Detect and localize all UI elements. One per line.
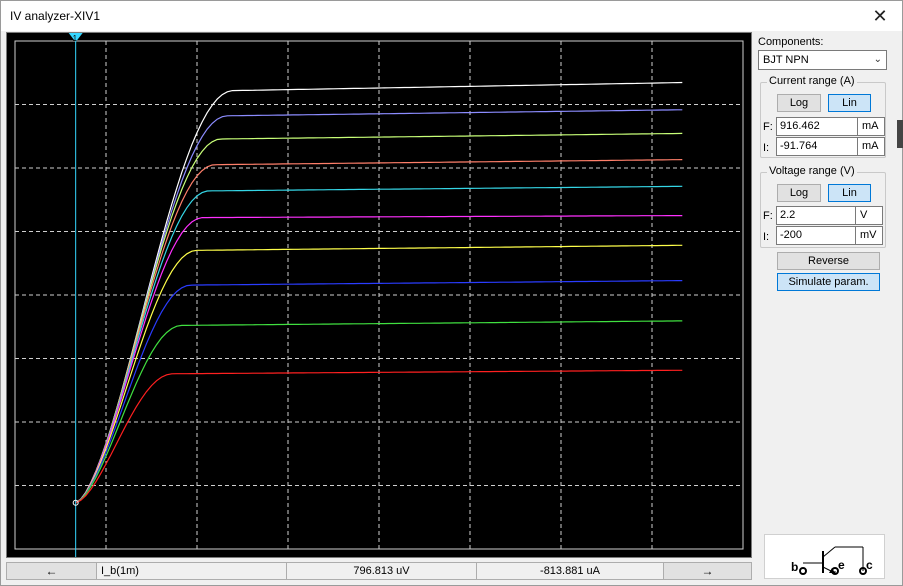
- emitter-pin-label: e: [838, 558, 845, 572]
- current-final-input[interactable]: 916.462: [776, 117, 858, 136]
- cursor-status-bar: ← I_b(1m) 796.813 uV -813.881 uA →: [6, 562, 752, 580]
- iv-curve-series: [75, 159, 683, 504]
- current-lin-button[interactable]: Lin: [828, 94, 871, 112]
- window-edge-strip: [897, 120, 903, 148]
- close-icon: ✕: [872, 5, 888, 26]
- current-f-label: F:: [763, 121, 773, 133]
- iv-curve-chart: 1: [14, 33, 744, 557]
- current-log-button[interactable]: Log: [777, 94, 821, 112]
- iv-curve-series: [75, 215, 683, 504]
- base-pin-label: b: [791, 560, 798, 574]
- window-title: IV analyzer-XIV1: [10, 9, 101, 23]
- cursor-handle-marker: [68, 33, 83, 42]
- voltage-final-unit[interactable]: V: [855, 206, 883, 225]
- voltage-range-title: Voltage range (V): [767, 165, 857, 177]
- current-final-unit[interactable]: mA: [857, 117, 885, 136]
- voltage-initial-input[interactable]: -200: [776, 226, 856, 245]
- current-range-group: Current range (A): [760, 75, 886, 158]
- component-select[interactable]: BJT NPN ⌄: [758, 50, 887, 70]
- arrow-right-icon: →: [701, 564, 714, 578]
- voltage-f-label: F:: [763, 210, 773, 222]
- voltage-range-group: Voltage range (V): [760, 165, 886, 248]
- cursor-right-button[interactable]: →: [663, 562, 752, 580]
- voltage-i-label: I:: [763, 231, 770, 243]
- iv-curve-series: [75, 320, 683, 504]
- current-i-label: I:: [763, 142, 770, 154]
- bjt-pinout-diagram: b e c: [764, 534, 885, 579]
- chevron-down-icon: ⌄: [873, 54, 882, 65]
- iv-curve-series: [75, 81, 683, 504]
- title-bar[interactable]: IV analyzer-XIV1 ✕: [1, 1, 902, 31]
- close-button[interactable]: ✕: [858, 1, 902, 31]
- voltage-initial-unit[interactable]: mV: [855, 226, 883, 245]
- voltage-final-input[interactable]: 2.2: [776, 206, 856, 225]
- cursor-number-label: 1: [73, 34, 78, 43]
- components-label: Components:: [758, 36, 824, 48]
- voltage-lin-button[interactable]: Lin: [828, 184, 871, 202]
- current-initial-input[interactable]: -91.764: [776, 137, 858, 156]
- iv-curve-series: [75, 369, 683, 504]
- origin-point: [72, 499, 79, 506]
- cursor-voltage-readout: 796.813 uV: [286, 562, 477, 580]
- iv-curve-series: [75, 109, 683, 504]
- voltage-log-button[interactable]: Log: [777, 184, 821, 202]
- iv-plot-area[interactable]: 1: [6, 32, 752, 558]
- iv-curve-series: [75, 244, 683, 504]
- iv-curve-series: [75, 185, 683, 504]
- component-select-value: BJT NPN: [763, 54, 809, 66]
- cursor-current-readout: -813.881 uA: [476, 562, 664, 580]
- reverse-button[interactable]: Reverse: [777, 252, 880, 270]
- cursor-left-button[interactable]: ←: [6, 562, 97, 580]
- current-initial-unit[interactable]: mA: [857, 137, 885, 156]
- iv-curve-series: [75, 280, 683, 504]
- trace-name: I_b(1m): [96, 562, 287, 580]
- simulate-param-button[interactable]: Simulate param.: [777, 273, 880, 291]
- iv-curve-series: [75, 132, 683, 504]
- current-range-title: Current range (A): [767, 75, 857, 87]
- arrow-left-icon: ←: [45, 564, 58, 578]
- collector-pin-label: c: [866, 558, 873, 572]
- bjt-symbol-icon: b e c: [791, 546, 873, 575]
